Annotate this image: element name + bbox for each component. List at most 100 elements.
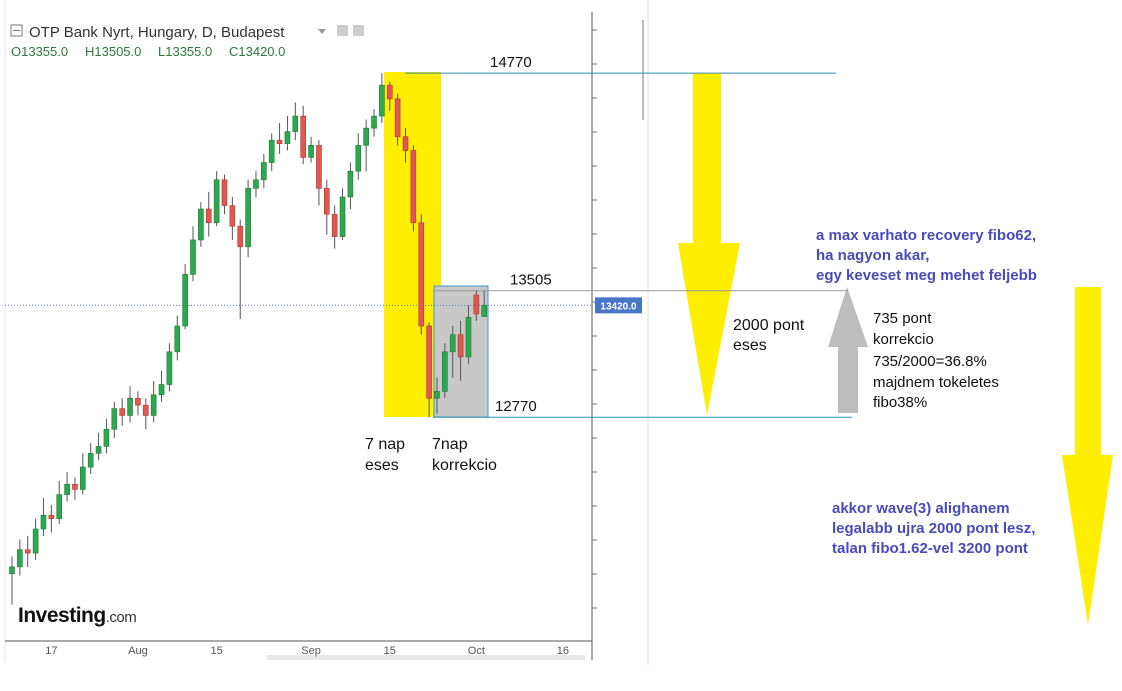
candle-body <box>111 408 118 430</box>
candle-body <box>394 98 401 138</box>
annotation: 735 pont <box>873 310 932 327</box>
candle-body <box>182 274 188 327</box>
candle-body <box>190 239 196 275</box>
annotation: akkor wave(3) alighanem <box>832 500 1010 517</box>
x-tick-label: 16 <box>557 645 569 657</box>
candle-body <box>127 397 133 416</box>
candle-body <box>72 483 78 490</box>
x-tick-label: Aug <box>128 645 148 657</box>
logo-text: Investing <box>18 604 106 627</box>
down-arrow <box>678 73 740 415</box>
candle-body <box>229 205 236 227</box>
ohlc-label: O13355.0 <box>11 44 68 59</box>
x-tick-label: Oct <box>468 645 485 657</box>
settings-icon[interactable] <box>353 25 364 36</box>
candle-body <box>363 127 369 146</box>
annotation: a max varhato recovery fibo62, <box>816 227 1036 244</box>
candle-body <box>48 514 55 520</box>
candle-body <box>213 179 220 224</box>
candle-body <box>9 566 15 575</box>
candle-body <box>347 170 354 198</box>
candle-body <box>174 325 181 353</box>
candle-body <box>198 208 204 241</box>
level-label: 12770 <box>495 398 537 415</box>
candle-body <box>40 514 47 530</box>
candle-body <box>284 131 291 144</box>
candle-body <box>24 549 31 554</box>
ohlc-label: H13505.0 <box>85 44 141 59</box>
logo: Investing.com <box>18 604 136 627</box>
candle-body <box>410 150 417 224</box>
annotation: 735/2000=36.8% <box>873 353 987 370</box>
settings-icon[interactable] <box>337 25 348 36</box>
annotation: 7nap <box>432 436 468 453</box>
candle-body <box>17 549 23 568</box>
candle-body <box>245 188 251 248</box>
x-tick-label: Sep <box>301 645 321 657</box>
annotation: 2000 pont <box>733 317 805 334</box>
candle-body <box>481 305 488 317</box>
x-tick-label: 15 <box>210 645 222 657</box>
candle-body <box>276 139 283 144</box>
candle-body <box>87 453 94 468</box>
annotation: ha nagyon akar, <box>816 247 929 264</box>
candle-body <box>442 351 448 392</box>
candle-body <box>135 397 141 406</box>
annotation: legalabb ujra 2000 pont lesz, <box>832 520 1035 537</box>
candle-body <box>457 334 464 358</box>
annotation: eses <box>733 337 767 354</box>
annotation: egy keveset meg mehet feljebb <box>816 267 1037 284</box>
candle-body <box>205 208 212 224</box>
candle-body <box>95 446 102 454</box>
candle-body <box>80 466 86 490</box>
level-label: 13505 <box>510 272 552 289</box>
candle-body <box>158 384 165 396</box>
candle-body <box>292 115 299 132</box>
candle-body <box>300 115 306 158</box>
x-tick-label: 15 <box>384 645 396 657</box>
candle-body <box>56 494 63 520</box>
last-price-box <box>595 297 642 314</box>
candle-body <box>418 222 425 327</box>
collapse-icon[interactable] <box>10 24 23 37</box>
candle-body <box>434 391 440 399</box>
x-tick-label: 17 <box>45 645 57 657</box>
candle-body <box>268 139 275 163</box>
candle-body <box>386 84 393 100</box>
candle-body <box>473 294 480 315</box>
candle-body <box>253 179 259 189</box>
last-price-label: 13420.0 <box>600 301 637 312</box>
candle-body <box>142 404 149 416</box>
candle-body <box>323 188 330 215</box>
annotation: fibo38% <box>873 394 927 411</box>
dropdown-icon[interactable] <box>318 29 326 34</box>
annotation: majdnem tokeletes <box>873 374 999 391</box>
annotation: 7 nap <box>365 436 405 453</box>
candle-body <box>355 145 362 172</box>
annotation: korrekcio <box>873 331 934 348</box>
candle-body <box>261 162 267 181</box>
chart-title: OTP Bank Nyrt, Hungary, D, Budapest <box>29 24 285 41</box>
candle-body <box>103 428 110 447</box>
annotation: eses <box>365 457 399 474</box>
ohlc-label: L13355.0 <box>158 44 212 59</box>
up-arrow <box>828 287 868 413</box>
level-label: 14770 <box>490 54 532 71</box>
candle-body <box>449 334 456 353</box>
candle-body <box>237 225 244 248</box>
fall-highlight <box>384 72 441 417</box>
annotation: talan fibo1.62-vel 3200 pont <box>832 540 1028 557</box>
annotation: korrekcio <box>432 457 497 474</box>
candle-body <box>316 145 322 189</box>
candle-body <box>339 196 346 237</box>
candle-body <box>371 115 377 129</box>
candle-body <box>221 179 228 206</box>
candle-body <box>32 528 39 554</box>
candle-body <box>465 317 472 358</box>
candle-body <box>379 84 385 117</box>
candle-body <box>119 408 125 416</box>
time-scroll <box>267 655 585 660</box>
ohlc-label: C13420.0 <box>229 44 285 59</box>
